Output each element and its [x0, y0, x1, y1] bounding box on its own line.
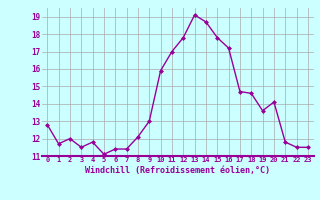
X-axis label: Windchill (Refroidissement éolien,°C): Windchill (Refroidissement éolien,°C)	[85, 166, 270, 175]
